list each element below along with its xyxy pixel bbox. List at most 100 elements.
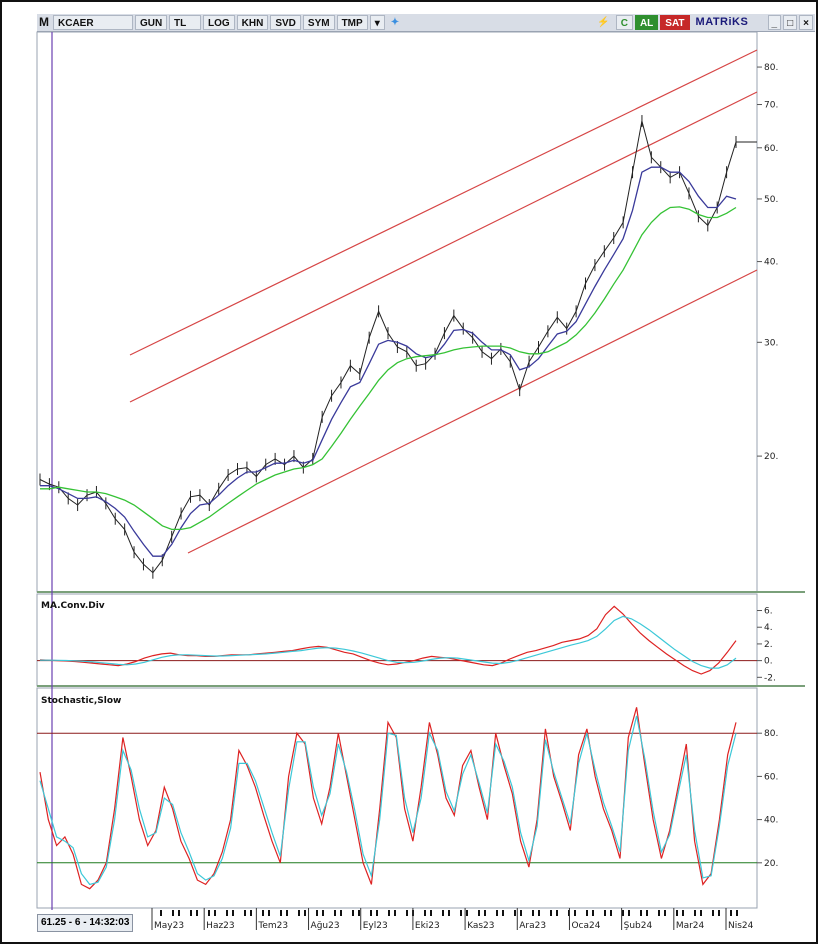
app-letter: M (39, 15, 49, 29)
timeline-tick (178, 910, 180, 916)
timeline-tick (208, 910, 210, 916)
khn-button[interactable]: KHN (236, 15, 269, 30)
x-tick-label: Ağu23 (311, 921, 340, 931)
bird-icon[interactable]: ✦ (390, 17, 400, 28)
timeline-tick (424, 910, 426, 916)
timeline-tick (232, 910, 234, 916)
timeline-tick (376, 910, 378, 916)
timeline-tick (268, 910, 270, 916)
timeline-tick (448, 910, 450, 916)
lightning-icon[interactable]: ⚡ (597, 17, 610, 28)
tmp-button[interactable]: TMP (336, 15, 368, 30)
x-axis: May23 Haz23 Tem23 Ağu23 Eyl23 Eki23 Kas23 Ara23… (151, 908, 754, 931)
log-button[interactable]: LOG (203, 15, 235, 30)
x-tick-label: Ara23 (519, 921, 546, 931)
y-tick-label: 20. (764, 859, 778, 869)
timeline-tick (406, 910, 408, 916)
timeline-tick (718, 910, 720, 916)
brand-logo: MATRiKS (695, 16, 749, 28)
y-tick-label: 20. (764, 452, 778, 462)
x-tick-label: Eki23 (415, 921, 440, 931)
timeline-tick (298, 910, 300, 916)
cursor-readout: 61.25 - 6 - 14:32:03 (37, 914, 134, 932)
timeline-tick (244, 910, 246, 916)
timeline-tick (322, 910, 324, 916)
timeline-tick (712, 910, 714, 916)
x-tick-label: Mar24 (676, 921, 705, 931)
timeline-tick (496, 910, 498, 916)
close-icon[interactable]: × (799, 15, 813, 30)
timeline-tick (172, 910, 174, 916)
y-tick-label: 80. (764, 63, 778, 73)
timeline-tick (514, 910, 516, 916)
y-tick-label: 30. (764, 338, 778, 348)
stochastic-d-line (39, 715, 737, 886)
timeline-tick (622, 910, 624, 916)
timeline-tick (574, 910, 576, 916)
svd-button[interactable]: SVD (270, 15, 301, 30)
y-tick-label: 80. (764, 729, 778, 739)
x-tick-label: Tem23 (257, 921, 288, 931)
timeline-tick (304, 910, 306, 916)
buy-button[interactable]: AL (634, 15, 659, 30)
x-tick-label: Şub24 (624, 921, 653, 931)
trend-channel-line (129, 49, 758, 356)
y-tick-label: 40. (764, 816, 778, 826)
x-tick-label: Nis24 (728, 921, 754, 931)
dropdown-arrow-icon[interactable]: ▾ (369, 15, 385, 30)
x-tick-label: Haz23 (206, 921, 234, 931)
y-tick-label: 4. (764, 623, 773, 633)
timeline-tick (730, 910, 732, 916)
symbol-field[interactable]: KCAER (53, 15, 133, 30)
y-tick-label: 40. (764, 258, 778, 268)
x-tick-label: Kas23 (467, 921, 494, 931)
timeline-tick (358, 910, 360, 916)
y-axis: 80. 70. 60. 50. 40. 30. 20. 6. 4. 2. 0. -2. 80. 60. 40… (757, 63, 778, 869)
timeline-tick (214, 910, 216, 916)
macd-line (39, 605, 737, 675)
macd-title: MA.Conv.Div (41, 601, 105, 611)
timeline-tick (640, 910, 642, 916)
macd-panel (37, 605, 757, 675)
timeline-tick (370, 910, 372, 916)
maximize-icon[interactable]: □ (783, 15, 798, 30)
timeline-tick (736, 910, 738, 916)
period-button[interactable]: GUN (135, 15, 167, 30)
price-panel-frame (36, 31, 758, 593)
sell-button[interactable]: SAT (660, 15, 690, 30)
trend-channel-line (187, 269, 758, 554)
timeline-tick (502, 910, 504, 916)
minimize-icon[interactable]: _ (767, 15, 782, 30)
timeline-tick (352, 910, 354, 916)
timeline-tick (538, 910, 540, 916)
timeline-tick (532, 910, 534, 916)
sym-button[interactable]: SYM (302, 15, 335, 30)
currency-button[interactable]: TL (169, 15, 201, 30)
x-tick-label: Eyl23 (363, 921, 388, 931)
c-button[interactable]: C (615, 15, 633, 30)
timeline-tick (334, 910, 336, 916)
timeline-tick (196, 910, 198, 916)
timeline-tick (160, 910, 162, 916)
y-tick-label: 70. (764, 101, 778, 111)
timeline-tick (262, 910, 264, 916)
y-tick-label: 6. (764, 607, 773, 617)
price-panel (39, 49, 758, 579)
x-tick-label: Oca24 (571, 921, 600, 931)
timeline-tick (550, 910, 552, 916)
ma-short-line (40, 166, 737, 557)
timeline-tick (556, 910, 558, 916)
timeline-tick (658, 910, 660, 916)
timeline-tick (316, 910, 318, 916)
trend-channel-line (129, 91, 758, 403)
timeline-tick (610, 910, 612, 916)
timeline-tick (694, 910, 696, 916)
timeline-tick (226, 910, 228, 916)
timeline-tick (460, 910, 462, 916)
timeline-tick (664, 910, 666, 916)
timeline-tick (286, 910, 288, 916)
timeline-tick (628, 910, 630, 916)
timeline-tick (394, 910, 396, 916)
